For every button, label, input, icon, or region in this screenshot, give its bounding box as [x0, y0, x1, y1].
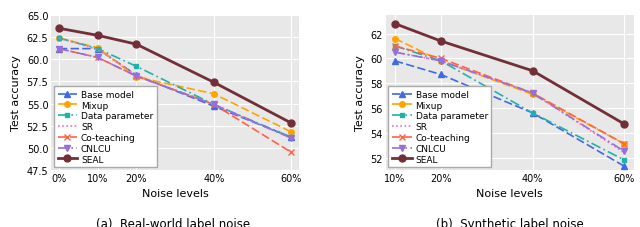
SR: [621, 152, 628, 154]
X-axis label: Noise levels: Noise levels: [141, 188, 209, 198]
Co-teaching: [210, 104, 218, 106]
Text: (a)  Real-world label noise.: (a) Real-world label noise.: [96, 217, 254, 227]
Line: CNLCU: CNLCU: [56, 47, 294, 141]
Line: Co-teaching: Co-teaching: [392, 44, 627, 147]
SR: [55, 37, 63, 40]
Line: Mixup: Mixup: [56, 36, 294, 135]
CNLCU: [55, 48, 63, 51]
Y-axis label: Test accuracy: Test accuracy: [11, 55, 21, 131]
Line: Co-teaching: Co-teaching: [56, 47, 294, 155]
CNLCU: [437, 60, 445, 63]
SEAL: [132, 44, 140, 46]
SEAL: [437, 40, 445, 43]
Co-teaching: [94, 57, 102, 60]
Mixup: [132, 76, 140, 79]
Base model: [210, 105, 218, 108]
Legend: Base model, Mixup, Data parameter, SR, Co-teaching, CNLCU, SEAL: Base model, Mixup, Data parameter, SR, C…: [388, 87, 492, 168]
Co-teaching: [437, 58, 445, 60]
SEAL: [210, 81, 218, 84]
Y-axis label: Test accuracy: Test accuracy: [355, 55, 365, 131]
Line: Data parameter: Data parameter: [392, 44, 627, 163]
Data parameter: [437, 60, 445, 63]
CNLCU: [132, 75, 140, 78]
Co-teaching: [132, 75, 140, 78]
X-axis label: Noise levels: Noise levels: [476, 188, 543, 198]
SR: [437, 60, 445, 63]
SR: [529, 92, 536, 95]
Mixup: [391, 38, 399, 41]
Base model: [529, 112, 536, 115]
CNLCU: [287, 137, 295, 140]
Mixup: [55, 37, 63, 40]
Line: SEAL: SEAL: [56, 26, 295, 127]
Line: Mixup: Mixup: [392, 37, 627, 147]
Base model: [132, 74, 140, 77]
Co-teaching: [287, 151, 295, 154]
Legend: Base model, Mixup, Data parameter, SR, Co-teaching, CNLCU, SEAL: Base model, Mixup, Data parameter, SR, C…: [54, 87, 157, 168]
Mixup: [621, 143, 628, 146]
Base model: [391, 60, 399, 63]
Base model: [287, 136, 295, 139]
Line: SR: SR: [395, 53, 625, 153]
Data parameter: [210, 104, 218, 106]
SEAL: [94, 35, 102, 37]
Data parameter: [132, 66, 140, 68]
CNLCU: [94, 57, 102, 60]
SR: [287, 137, 295, 140]
CNLCU: [621, 150, 628, 153]
Line: Base model: Base model: [392, 59, 627, 169]
Mixup: [94, 47, 102, 50]
Base model: [55, 48, 63, 51]
Line: Base model: Base model: [56, 47, 294, 140]
SR: [94, 49, 102, 52]
Co-teaching: [529, 92, 536, 95]
CNLCU: [529, 92, 536, 95]
SEAL: [55, 28, 63, 30]
Mixup: [529, 94, 536, 96]
SEAL: [529, 70, 536, 73]
Data parameter: [621, 159, 628, 162]
Base model: [621, 165, 628, 168]
Data parameter: [55, 37, 63, 40]
Data parameter: [529, 112, 536, 115]
Text: (b)  Synthetic label noise: (b) Synthetic label noise: [436, 217, 584, 227]
Data parameter: [391, 45, 399, 48]
Line: CNLCU: CNLCU: [392, 50, 627, 155]
Base model: [94, 48, 102, 51]
SEAL: [287, 122, 295, 125]
Mixup: [210, 93, 218, 96]
Mixup: [287, 131, 295, 134]
Base model: [437, 74, 445, 76]
Co-teaching: [621, 143, 628, 146]
Line: SR: SR: [59, 39, 291, 138]
Line: Data parameter: Data parameter: [56, 36, 294, 140]
Co-teaching: [391, 45, 399, 48]
Co-teaching: [55, 48, 63, 51]
SEAL: [621, 123, 628, 126]
Mixup: [437, 60, 445, 63]
CNLCU: [210, 104, 218, 106]
SEAL: [391, 23, 399, 26]
CNLCU: [391, 52, 399, 54]
SR: [391, 52, 399, 54]
Data parameter: [287, 136, 295, 139]
SR: [132, 74, 140, 77]
Data parameter: [94, 48, 102, 51]
SR: [210, 104, 218, 106]
Line: SEAL: SEAL: [392, 21, 628, 128]
